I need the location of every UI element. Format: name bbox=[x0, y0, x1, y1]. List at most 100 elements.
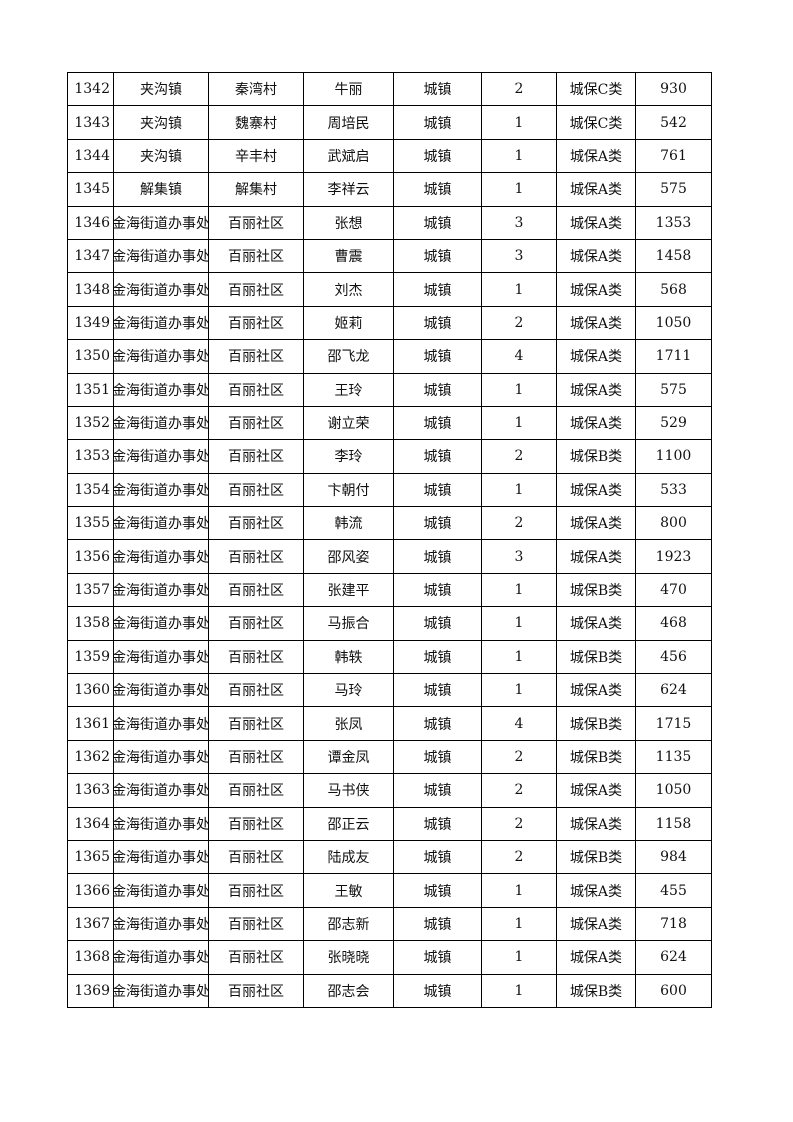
table-row: 1358 金海街道办事处 百丽社区 马振合 城镇 1 城保A类 468 bbox=[67, 606, 712, 641]
village: 百丽社区 bbox=[228, 750, 284, 766]
village-cell: 百丽社区 bbox=[208, 606, 304, 641]
row-number: 1356 bbox=[74, 548, 110, 565]
family-size: 2 bbox=[514, 749, 524, 765]
family-size: 3 bbox=[514, 214, 524, 231]
row-number: 1368 bbox=[74, 949, 110, 966]
household-type: 城镇 bbox=[423, 182, 452, 199]
person-name: 邵志会 bbox=[327, 983, 370, 1000]
table-row: 1365 金海街道办事处 百丽社区 陆成友 城镇 2 城保B类 984 bbox=[67, 839, 712, 875]
table-row: 1364 金海街道办事处 百丽社区 邵正云 城镇 2 城保A类 1158 bbox=[67, 806, 712, 841]
village-cell: 百丽社区 bbox=[208, 439, 304, 474]
insurance-category: 城保B类 bbox=[569, 983, 623, 1000]
household-type: 城镇 bbox=[423, 315, 452, 332]
insurance-category-cell: 城保C类 bbox=[556, 71, 636, 107]
person-name: 邵志新 bbox=[327, 916, 370, 933]
amount-cell: 1135 bbox=[635, 739, 712, 775]
amount-cell: 568 bbox=[635, 272, 712, 307]
family-size: 2 bbox=[514, 81, 524, 98]
person-name: 马玲 bbox=[334, 683, 363, 700]
family-size: 1 bbox=[514, 949, 524, 966]
insurance-category-cell: 城保A类 bbox=[556, 138, 636, 174]
row-number-cell: 1367 bbox=[67, 906, 114, 942]
family-size: 2 bbox=[514, 448, 524, 465]
town-cell: 金海街道办事处 bbox=[113, 372, 209, 407]
row-number-cell: 1355 bbox=[67, 506, 114, 541]
table-row: 1354 金海街道办事处 百丽社区 卞朝付 城镇 1 城保A类 533 bbox=[67, 472, 712, 508]
person-name: 王玲 bbox=[334, 382, 363, 399]
row-number-cell: 1354 bbox=[67, 472, 114, 508]
insurance-category: 城保A类 bbox=[569, 883, 623, 900]
town: 金海街道办事处 bbox=[114, 449, 208, 466]
amount-cell: 468 bbox=[635, 606, 712, 641]
town: 金海街道办事处 bbox=[114, 315, 208, 332]
household-type: 城镇 bbox=[423, 983, 452, 1000]
village-cell: 百丽社区 bbox=[208, 305, 304, 341]
amount-cell: 800 bbox=[635, 506, 712, 541]
table-row: 1344 夹沟镇 辛丰村 武斌启 城镇 1 城保A类 761 bbox=[67, 138, 712, 174]
amount: 455 bbox=[660, 882, 687, 899]
household-type: 城镇 bbox=[423, 349, 452, 366]
family-size: 2 bbox=[514, 515, 524, 532]
village: 百丽社区 bbox=[228, 716, 284, 733]
village: 百丽社区 bbox=[228, 616, 284, 633]
table-row: 1345 解集镇 解集村 李祥云 城镇 1 城保A类 575 bbox=[67, 172, 712, 207]
insurance-category: 城保A类 bbox=[569, 349, 623, 366]
insurance-category: 城保A类 bbox=[569, 182, 623, 199]
village-cell: 百丽社区 bbox=[208, 405, 304, 441]
household-type: 城镇 bbox=[423, 916, 452, 933]
amount-cell: 456 bbox=[635, 639, 712, 675]
row-number-cell: 1366 bbox=[67, 873, 114, 908]
insurance-category: 城保A类 bbox=[569, 416, 623, 433]
family-size: 1 bbox=[514, 281, 524, 298]
amount: 533 bbox=[660, 481, 687, 498]
amount-cell: 761 bbox=[635, 138, 712, 174]
town-cell: 金海街道办事处 bbox=[113, 906, 209, 942]
household-type-cell: 城镇 bbox=[393, 539, 482, 574]
village-cell: 百丽社区 bbox=[208, 372, 304, 407]
person-name: 张凤 bbox=[334, 716, 363, 733]
row-number: 1369 bbox=[74, 982, 110, 999]
amount-cell: 600 bbox=[635, 973, 712, 1008]
row-number: 1342 bbox=[74, 81, 110, 98]
amount: 575 bbox=[660, 181, 687, 198]
insurance-category: 城保A类 bbox=[569, 683, 623, 700]
village-cell: 百丽社区 bbox=[208, 506, 304, 541]
village: 百丽社区 bbox=[228, 549, 284, 566]
insurance-category-cell: 城保B类 bbox=[556, 639, 636, 675]
amount: 456 bbox=[660, 648, 687, 665]
amount: 1135 bbox=[655, 749, 692, 765]
row-number-cell: 1368 bbox=[67, 940, 114, 975]
insurance-category-cell: 城保A类 bbox=[556, 606, 636, 641]
family-size-cell: 1 bbox=[481, 572, 557, 608]
family-size: 1 bbox=[514, 181, 524, 198]
amount-cell: 1050 bbox=[635, 773, 712, 808]
row-number-cell: 1369 bbox=[67, 973, 114, 1008]
row-number: 1367 bbox=[74, 915, 110, 932]
family-size-cell: 1 bbox=[481, 673, 557, 708]
household-type-cell: 城镇 bbox=[393, 71, 482, 107]
table-row: 1348 金海街道办事处 百丽社区 刘杰 城镇 1 城保A类 568 bbox=[67, 272, 712, 307]
family-size-cell: 2 bbox=[481, 839, 557, 875]
town: 金海街道办事处 bbox=[114, 783, 208, 800]
table-row: 1346 金海街道办事处 百丽社区 张想 城镇 3 城保A类 1353 bbox=[67, 205, 712, 240]
person-name-cell: 谢立荣 bbox=[303, 405, 394, 441]
household-type: 城镇 bbox=[423, 215, 452, 232]
insurance-category: 城保B类 bbox=[569, 750, 623, 766]
table-row: 1366 金海街道办事处 百丽社区 王敏 城镇 1 城保A类 455 bbox=[67, 873, 712, 908]
insurance-category: 城保A类 bbox=[569, 549, 623, 566]
household-type: 城镇 bbox=[423, 416, 452, 433]
row-number-cell: 1343 bbox=[67, 105, 114, 140]
household-type-cell: 城镇 bbox=[393, 172, 482, 207]
family-size-cell: 1 bbox=[481, 873, 557, 908]
insurance-category: 城保A类 bbox=[569, 816, 623, 833]
household-type: 城镇 bbox=[423, 816, 452, 833]
table-row: 1368 金海街道办事处 百丽社区 张晓晓 城镇 1 城保A类 624 bbox=[67, 940, 712, 975]
family-size-cell: 1 bbox=[481, 472, 557, 508]
household-type-cell: 城镇 bbox=[393, 105, 482, 140]
insurance-category: 城保A类 bbox=[569, 215, 623, 232]
amount: 575 bbox=[660, 381, 687, 398]
person-name: 李祥云 bbox=[327, 182, 370, 199]
row-number: 1364 bbox=[74, 815, 110, 832]
household-type: 城镇 bbox=[423, 783, 452, 800]
row-number: 1349 bbox=[74, 314, 110, 331]
